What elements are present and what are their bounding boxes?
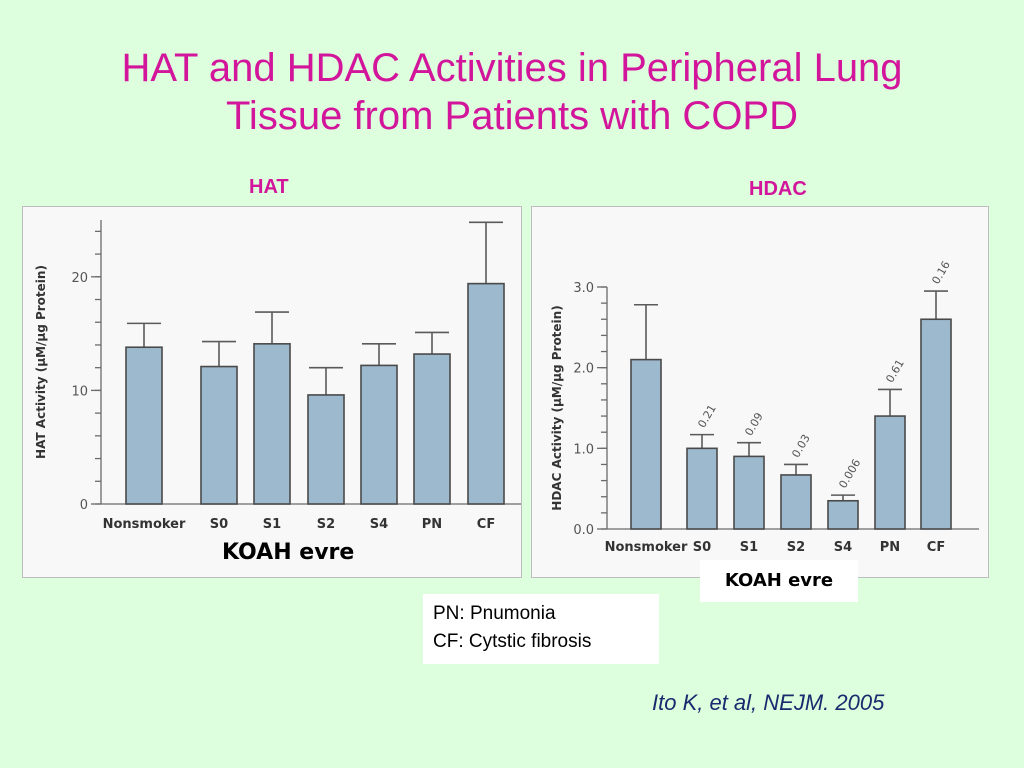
hat-bar-s1 — [253, 343, 291, 505]
hat-chart: 0 10 20 HAT Activity (μM/μg Protein) Nonsmok… — [34, 220, 521, 532]
hat-category-label: S0 — [210, 517, 228, 532]
hat-bar-cf — [467, 282, 505, 505]
hdac-p-value-label: 0.03 — [789, 432, 813, 460]
hdac-y-tick-label: 0.0 — [573, 523, 594, 538]
hat-panel-label: HAT — [249, 176, 289, 198]
hdac-bar-s2 — [780, 474, 812, 530]
hat-y-tick-label: 20 — [71, 271, 88, 286]
hdac-p-value-label: 0.09 — [742, 410, 766, 438]
hdac-y-axis-label: HDAC Activity (μM/μg Protein) — [550, 305, 564, 510]
hdac-bar-s1 — [733, 455, 765, 530]
hat-chart-panel: 0 10 20 HAT Activity (μM/μg Protein) Nonsmok… — [22, 206, 522, 578]
hdac-p-value-label: 0.61 — [883, 357, 907, 385]
hdac-bar-cf — [920, 318, 952, 530]
hdac-category-label: CF — [927, 540, 945, 555]
hdac-y-tick-label: 1.0 — [573, 442, 594, 457]
hdac-p-value-label: 0.006 — [836, 457, 863, 491]
hat-bar-s4 — [360, 364, 398, 505]
hat-bar-pn — [413, 353, 451, 505]
koah-stage-label-left: KOAH evre — [222, 540, 355, 565]
hat-category-label: S4 — [370, 517, 388, 532]
hat-bar-nonsmoker — [125, 346, 163, 505]
hat-y-tick-label: 10 — [71, 384, 88, 399]
hdac-panel-label: HDAC — [749, 178, 807, 200]
hdac-y-tick-label: 2.0 — [573, 362, 594, 377]
hat-y-tick-label: 0 — [80, 498, 88, 513]
hdac-category-label: S1 — [740, 540, 758, 555]
legend-pn: PN: Pnumonia — [433, 603, 556, 624]
hat-y-axis-label: HAT Activity (μM/μg Protein) — [34, 265, 48, 459]
legend-cf: CF: Cytstic fibrosis — [433, 631, 592, 652]
hdac-category-label: S4 — [834, 540, 852, 555]
hat-category-label: Nonsmoker — [103, 517, 186, 532]
citation: Ito K, et al, NEJM. 2005 — [652, 690, 885, 715]
hat-category-label: PN — [422, 517, 442, 532]
hdac-category-label: Nonsmoker — [605, 540, 688, 555]
hdac-bar-s4 — [827, 499, 859, 530]
abbreviation-legend: PN: Pnumonia CF: Cytstic fibrosis — [423, 594, 659, 664]
hdac-p-value-label: 0.21 — [695, 402, 719, 430]
koah-stage-label-right: KOAH evre — [700, 560, 858, 602]
hat-category-label: S1 — [263, 517, 281, 532]
hat-bar-s0 — [200, 365, 238, 505]
hdac-bar-pn — [874, 415, 906, 530]
hdac-y-tick-label: 3.0 — [573, 281, 594, 296]
hdac-category-label: PN — [880, 540, 900, 555]
slide-title-line-1: HAT and HDAC Activities in Peripheral Lu… — [121, 46, 903, 90]
hdac-chart-panel: 0.0 1.0 2.0 3.0 HDAC Activity (μM/μg Protein… — [531, 206, 989, 578]
hdac-chart: 0.0 1.0 2.0 3.0 HDAC Activity (μM/μg Protein… — [550, 259, 979, 555]
slide-title-line-2: Tissue from Patients with COPD — [225, 94, 798, 138]
hdac-bar-nonsmoker — [630, 358, 662, 530]
hat-category-label: S2 — [317, 517, 335, 532]
hdac-bar-s0 — [686, 447, 718, 530]
hdac-category-label: S2 — [787, 540, 805, 555]
hdac-category-label: S0 — [693, 540, 711, 555]
hdac-p-value-label: 0.16 — [929, 259, 953, 287]
hat-category-label: CF — [477, 517, 495, 532]
hat-bar-s2 — [307, 394, 345, 505]
slide-title: HAT and HDAC Activities in Peripheral Lu… — [0, 44, 1024, 140]
